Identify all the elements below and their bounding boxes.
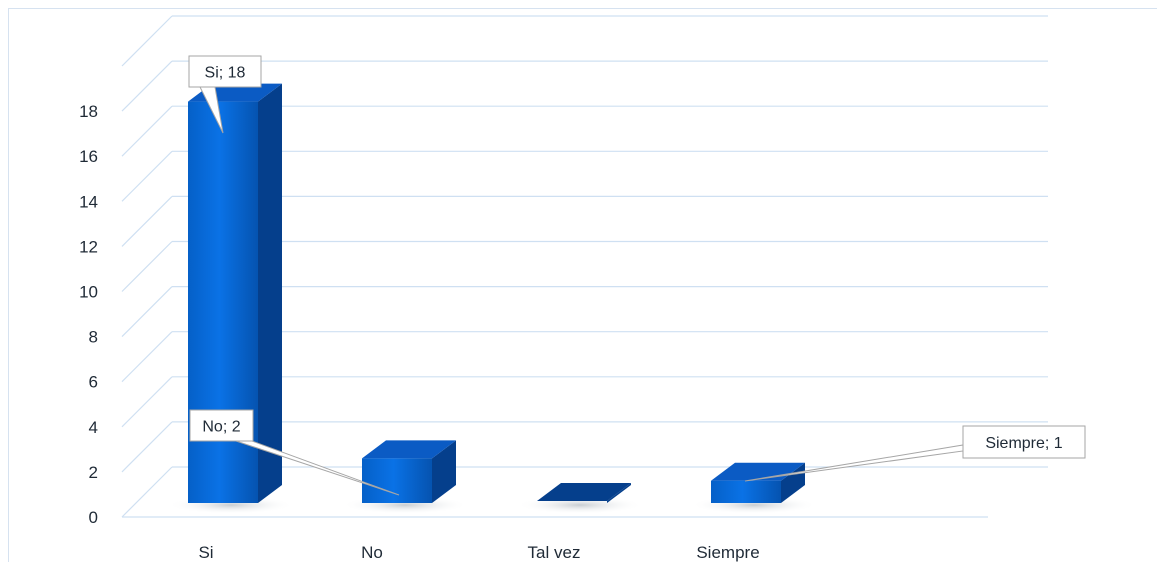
data-label: No; 2 — [202, 419, 240, 436]
y-tick-label: 16 — [79, 147, 98, 166]
gridline-diagonal — [121, 241, 173, 292]
x-category-label: Si — [198, 543, 213, 562]
y-tick-label: 2 — [89, 463, 98, 482]
gridline-diagonal — [121, 286, 173, 338]
bar-side — [432, 440, 456, 503]
chart-frame — [8, 8, 1157, 562]
y-tick-label: 8 — [89, 328, 98, 347]
gridline-diagonal — [121, 60, 173, 112]
data-labels: Si; 18 No; 2 Siempre; 1 — [188, 55, 1086, 496]
gridline-diagonal — [121, 466, 173, 518]
y-tick-label: 4 — [89, 418, 98, 437]
y-tick-label: 12 — [79, 237, 98, 256]
x-category-label: Tal vez — [528, 543, 581, 562]
y-axis-ticks: 0 2 4 6 8 10 12 14 16 18 — [79, 102, 98, 527]
gridline-diagonal — [121, 376, 173, 428]
bar-top — [537, 483, 631, 501]
bar — [362, 458, 432, 503]
y-tick-label: 6 — [89, 373, 98, 392]
bar-side — [607, 483, 631, 503]
y-tick-label: 14 — [79, 192, 98, 211]
y-tick-label: 10 — [79, 283, 98, 302]
x-category-label: No — [361, 543, 383, 562]
gridlines — [121, 15, 1048, 518]
bar-top — [362, 440, 456, 459]
data-label: Siempre; 1 — [985, 435, 1062, 452]
x-category-label: Siempre — [696, 543, 759, 562]
bar — [711, 480, 781, 503]
data-label-box — [962, 425, 1086, 459]
gridline-diagonal — [121, 150, 173, 202]
bar-side — [258, 83, 282, 503]
data-label: Si; 18 — [205, 65, 246, 82]
gridline-diagonal — [121, 195, 173, 247]
x-axis-categories: Si No Tal vez Siempre — [198, 543, 759, 562]
y-tick-label: 18 — [79, 102, 98, 121]
gridline-diagonal — [121, 331, 173, 383]
y-tick-label: 0 — [89, 508, 98, 527]
gridline-diagonal — [121, 105, 173, 157]
data-label-box — [188, 55, 262, 88]
gridline-diagonal — [121, 15, 173, 67]
gridline-diagonal — [121, 421, 173, 473]
data-label-box — [189, 409, 254, 442]
